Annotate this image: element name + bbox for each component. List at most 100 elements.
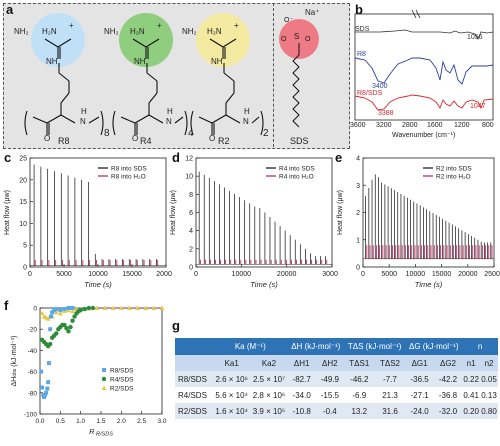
scatter-point-r2	[159, 305, 165, 310]
ftir-ann-3400: 3400	[372, 83, 388, 90]
legend-label: R4 into SDS	[279, 166, 315, 173]
r2-o-label: O	[209, 134, 216, 143]
panel-label-a: a	[6, 2, 14, 17]
table-header-cell: Ka (M⁻¹)	[213, 338, 288, 355]
table-cell: -10.8	[287, 403, 316, 419]
scatter-point-r4	[82, 306, 87, 312]
ftir-ann-1056: 1056	[467, 34, 483, 41]
itc-chart-c: 0 5 10 15 20 25 0 5000 10000 15000 20000 Time (s) He…	[4, 156, 172, 290]
table-cell: 0.22	[462, 371, 481, 387]
panel-label-d: d	[172, 150, 180, 165]
table-header-cell	[175, 338, 213, 355]
table-cell: -7.7	[374, 371, 406, 387]
r2-structure	[190, 38, 264, 136]
r4-structure	[112, 38, 188, 136]
scatter-point-r2	[45, 316, 51, 321]
itc-chart-e: 0 1 2 3 4 0 5000 10000 15000 20000 25000 Time (s) He…	[337, 156, 500, 290]
table-cell: 3.9 × 10⁵	[250, 403, 288, 419]
panel-label-b: b	[355, 2, 363, 17]
legend-label: R8 into H₂O	[111, 174, 146, 181]
thermo-table: Ka (M⁻¹) ΔH (kJ·mol⁻¹) TΔS (kJ·mol⁻¹) ΔG…	[175, 338, 498, 419]
structure-svg	[24, 13, 319, 136]
scatter-point-r2	[151, 305, 157, 310]
table-subheader-row: Ka1 Ka2 ΔH1 ΔH2 TΔS1 TΔS2 ΔG1 ΔG2 n1 n2	[175, 355, 498, 371]
x-tick-label: 1.0	[76, 418, 85, 425]
x-axis-label: Time (s)	[84, 280, 112, 289]
ftir-xtick-800: 800	[482, 122, 494, 129]
y-tick-label: 3	[356, 183, 360, 190]
scatter-point-r8	[44, 390, 49, 395]
table-header-cell: n	[462, 338, 498, 355]
y-tick-label: 0	[33, 306, 37, 313]
table-cell: R8/SDS	[175, 371, 213, 387]
x-tick-label: 10000	[88, 271, 108, 278]
table-row: R8/SDS 2.6 × 10⁶ 2.5 × 10⁷ -82.7 -49.9 -…	[175, 371, 498, 387]
y-tick-label: 2	[189, 246, 193, 253]
panel-label-e: e	[335, 150, 343, 165]
x-tick-label: 15000	[122, 271, 142, 278]
x-tick-label: 2.5	[137, 418, 146, 425]
y-tick-label: 15	[19, 199, 27, 206]
ftir-xtick-1600: 1600	[427, 122, 443, 129]
ftir-xtick-1200: 1200	[454, 122, 470, 129]
legend-marker	[101, 385, 107, 390]
sds-s: S	[294, 32, 300, 41]
x-tick-label: 0.5	[56, 418, 65, 425]
x-tick-label: 5000	[381, 271, 397, 278]
ftir-sds-line	[355, 29, 494, 40]
y-tick-label: 4	[189, 228, 193, 235]
scatter-point-r4	[68, 324, 73, 330]
table-cell: 0.80	[480, 403, 498, 419]
table-cell: -82.7	[287, 371, 316, 387]
scatter-point-r4	[66, 329, 71, 334]
table-cell: 1.6 × 10⁴	[213, 403, 251, 419]
r2-nh-label: NH	[211, 57, 223, 66]
table-cell: 5.6 × 10⁴	[213, 387, 251, 403]
scatter-point-r8	[45, 386, 50, 391]
x-tick-label: 0	[361, 271, 365, 278]
x-tick-label: 20000	[156, 271, 172, 278]
scatter-point-r8	[48, 327, 53, 332]
y-tick-label: 10	[185, 174, 193, 181]
sds-name: SDS	[290, 136, 309, 146]
ftir-ann-1047: 1047	[470, 103, 486, 110]
x-axis-label: R R/SDS	[89, 427, 113, 438]
table-cell: R4/SDS	[175, 387, 213, 403]
scatter-point-r8	[66, 306, 71, 310]
table-subheader-cell: n2	[480, 355, 498, 371]
table-header-cell: ΔG (kJ·mol⁻¹)	[405, 338, 463, 355]
scatter-point-r2	[135, 305, 141, 310]
table-cell: -34.0	[287, 387, 316, 403]
y-tick-label: 1	[356, 237, 360, 244]
r4-sub: 4	[188, 128, 194, 139]
scatter-point-r8	[39, 369, 44, 374]
x-tick-label: 20000	[277, 271, 297, 278]
r4-h-label: H	[167, 107, 173, 116]
y-axis-label: ΔHobs (kJ·mol⁻¹)	[11, 335, 18, 386]
scatter-point-r4	[72, 314, 77, 319]
r8-h-label: H	[81, 107, 87, 116]
x-tick-label: 20000	[458, 271, 478, 278]
r8-plus: +	[69, 21, 74, 30]
scatter-point-r2	[126, 305, 132, 310]
scatter-point-r2	[102, 305, 108, 310]
y-tick-label: 12	[185, 156, 193, 163]
ftir-r8-line	[354, 57, 494, 85]
ftir-xtick-2800: 2800	[402, 122, 418, 129]
scatter-point-r8	[58, 308, 63, 313]
y-tick-label: 0	[356, 265, 360, 272]
scatter-point-r2	[118, 305, 124, 310]
table-subheader-cell: ΔG1	[405, 355, 434, 371]
ftir-break-mark-2	[415, 10, 421, 19]
y-tick-label: -100	[24, 412, 37, 419]
table-cell: 21.3	[374, 387, 406, 403]
table-cell: R2/SDS	[175, 403, 213, 419]
table-cell: 0.20	[462, 403, 481, 419]
legend-label: R8/SDS	[110, 368, 134, 375]
r8-circle	[31, 13, 85, 67]
table-subheader-cell: TΔS2	[374, 355, 406, 371]
table-cell: -0.4	[315, 403, 344, 419]
table-cell: 2.5 × 10⁷	[250, 371, 288, 387]
r8-n-label: N	[80, 117, 86, 126]
ftir-xtick-3600: 3600	[350, 122, 366, 129]
